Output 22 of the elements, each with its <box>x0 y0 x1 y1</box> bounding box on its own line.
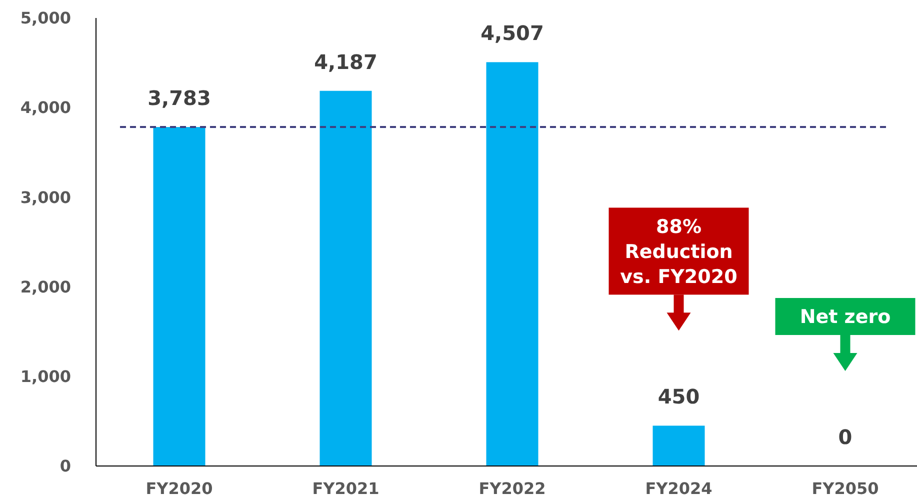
data-label: 4,507 <box>480 21 544 46</box>
annotation: Net zero <box>800 306 891 328</box>
data-label: 450 <box>658 384 700 409</box>
x-tick-label: FY2024 <box>645 479 712 498</box>
annotation: 88% Reduction vs. FY2020 <box>620 216 738 288</box>
x-tick-label: FY2050 <box>812 479 879 498</box>
data-label: 4,187 <box>314 50 378 74</box>
x-tick-label: FY2021 <box>312 479 380 498</box>
y-tick-label: 4,000 <box>20 98 71 118</box>
bar <box>486 62 538 466</box>
y-tick-label: 3,000 <box>20 188 71 207</box>
data-label: 0 <box>838 425 852 449</box>
x-tick-label: FY2022 <box>478 479 546 498</box>
bar <box>153 127 206 466</box>
y-tick-label: 1,000 <box>20 367 71 386</box>
bar <box>652 426 705 466</box>
y-tick-label: 2,000 <box>20 277 71 296</box>
y-tick-label: 0 <box>60 456 71 476</box>
bar <box>320 90 372 466</box>
y-tick-label: 5,000 <box>20 8 71 28</box>
data-label: 3,783 <box>148 86 211 110</box>
x-tick-label: FY2020 <box>146 479 213 498</box>
